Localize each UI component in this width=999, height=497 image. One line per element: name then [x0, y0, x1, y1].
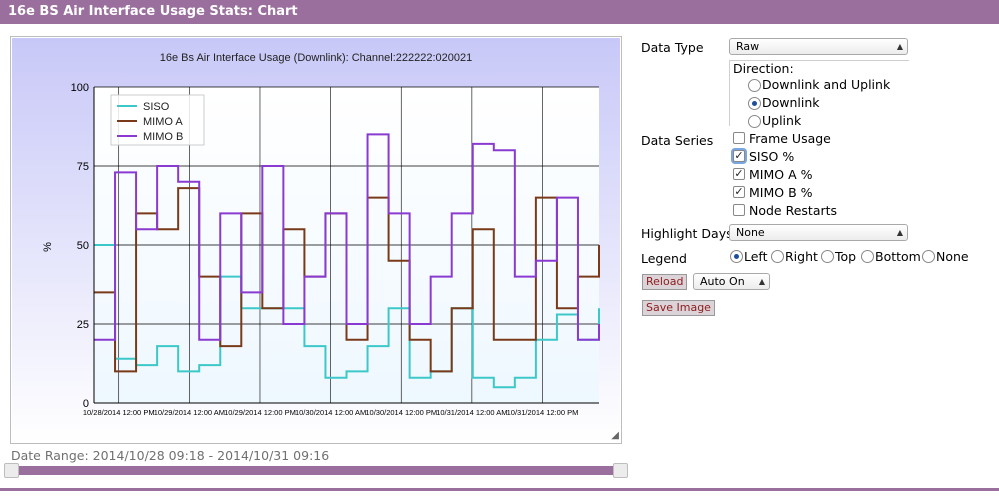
select-arrows-icon: ▲: [758, 277, 765, 286]
checkbox-node-restarts[interactable]: [733, 204, 745, 216]
radio-legend-right[interactable]: [771, 250, 784, 263]
checkbox-frame-usage[interactable]: [733, 132, 745, 144]
legend-option-bottom: Bottom: [875, 249, 921, 264]
radio-legend-top[interactable]: [821, 250, 834, 263]
direction-group: [729, 60, 909, 126]
x-tick-label: 10/29/2014 12:00 AM: [154, 408, 225, 417]
series-option-mimo-a: MIMO A %: [749, 167, 813, 182]
series-lines: [94, 133, 600, 389]
radio-downlink-uplink[interactable]: [748, 79, 761, 92]
auto-refresh-value: Auto On: [700, 275, 745, 288]
x-tick-label: 10/31/2014 12:00 PM: [507, 408, 579, 417]
data-type-label: Data Type: [641, 40, 704, 55]
chart-panel: 16e Bs Air Interface Usage (Downlink): C…: [10, 36, 622, 444]
checkbox-mimo-b[interactable]: ✓: [733, 185, 745, 198]
highlight-days-select[interactable]: None ▲: [729, 224, 908, 241]
y-tick-label: 25: [77, 319, 89, 331]
slider-handle-start[interactable]: [4, 463, 19, 478]
date-range-label: Date Range: 2014/10/28 09:18 - 2014/10/3…: [11, 448, 330, 463]
direction-option-downlink-uplink: Downlink and Uplink: [762, 77, 891, 92]
legend-entry: SISO: [143, 101, 170, 113]
highlight-days-label: Highlight Days: [641, 226, 733, 241]
reload-button[interactable]: Reload: [642, 274, 688, 290]
direction-option-downlink: Downlink: [762, 95, 820, 110]
y-tick-label: 0: [83, 398, 89, 410]
checkbox-mimo-a[interactable]: ✓: [733, 167, 745, 180]
series-line-mimo-b: [94, 133, 600, 341]
radio-downlink[interactable]: [748, 97, 761, 110]
highlight-days-value: None: [736, 226, 765, 239]
legend-entry: MIMO A: [143, 116, 183, 128]
series-option-siso: SISO %: [749, 149, 795, 164]
x-tick-label: 10/30/2014 12:00 AM: [295, 408, 366, 417]
legend-entry: MIMO B: [143, 131, 183, 143]
x-tick-label: 10/30/2014 12:00 PM: [365, 408, 437, 417]
chart-legend: SISO MIMO A MIMO B: [110, 94, 205, 146]
slider-track[interactable]: [12, 466, 620, 475]
series-option-mimo-b: MIMO B %: [749, 185, 813, 200]
auto-refresh-select[interactable]: Auto On ▲: [693, 273, 770, 290]
y-axis-label: %: [42, 242, 54, 252]
chart-title: 16e Bs Air Interface Usage (Downlink): C…: [160, 52, 472, 64]
y-tick-label: 50: [77, 240, 89, 252]
direction-label: Direction:: [733, 61, 794, 76]
x-tick-label: 10/31/2014 12:00 AM: [436, 408, 507, 417]
legend-option-right: Right: [785, 249, 818, 264]
checkbox-siso[interactable]: ✓: [733, 149, 745, 162]
x-tick-label: 10/29/2014 12:00 PM: [224, 408, 296, 417]
radio-legend-bottom[interactable]: [861, 250, 874, 263]
window-title: 16e BS Air Interface Usage Stats: Chart: [0, 0, 999, 24]
legend-option-none: None: [936, 249, 969, 264]
radio-legend-none[interactable]: [922, 250, 935, 263]
y-tick-label: 100: [71, 82, 89, 94]
slider-handle-end[interactable]: [613, 463, 628, 478]
series-option-node-restarts: Node Restarts: [749, 203, 838, 218]
usage-chart: 16e Bs Air Interface Usage (Downlink): C…: [12, 38, 620, 442]
data-type-select[interactable]: Raw ▲: [729, 38, 908, 55]
select-arrows-icon: ▲: [896, 228, 903, 237]
select-arrows-icon: ▲: [896, 42, 903, 51]
resize-grip-icon[interactable]: ◢: [611, 430, 619, 441]
data-type-value: Raw: [736, 40, 760, 53]
bottom-divider: [0, 488, 999, 491]
series-option-frame-usage: Frame Usage: [749, 131, 831, 146]
data-series-label: Data Series: [641, 133, 714, 148]
radio-uplink[interactable]: [748, 115, 761, 128]
y-tick-label: 75: [77, 161, 89, 173]
legend-option-left: Left: [744, 249, 768, 264]
options-panel: Data Type Raw ▲ Direction: Downlink and …: [640, 36, 995, 336]
save-image-button[interactable]: Save Image: [642, 300, 715, 316]
x-tick-label: 10/28/2014 12:00 PM: [83, 408, 155, 417]
legend-option-top: Top: [835, 249, 857, 264]
series-line-siso: [94, 244, 600, 389]
radio-legend-left[interactable]: [730, 250, 743, 263]
legend-label: Legend: [641, 251, 687, 266]
direction-option-uplink: Uplink: [762, 113, 802, 128]
date-range-slider[interactable]: [4, 463, 630, 478]
